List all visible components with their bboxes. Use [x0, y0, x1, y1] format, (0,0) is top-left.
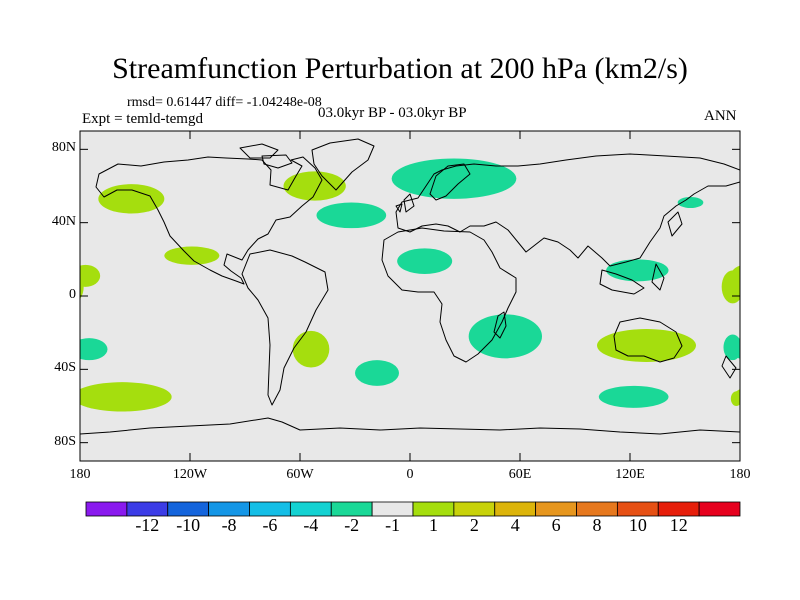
plot-title: Streamfunction Perturbation at 200 hPa (… — [112, 52, 688, 85]
lon-label: 180 — [729, 467, 751, 482]
anomaly-contour-14 — [0, 386, 9, 408]
colorbar-swatch — [412, 501, 455, 517]
anomaly-contour-17 — [721, 270, 740, 304]
anomaly-contour-12 — [732, 389, 740, 405]
colorbar-swatch — [494, 501, 537, 517]
colorbar-label: -8 — [221, 515, 237, 535]
experiment-label: Expt = temld-temgd — [82, 111, 203, 127]
coastline-japan — [667, 211, 683, 237]
anomaly-contour-18 — [723, 334, 740, 361]
coastline-australia — [613, 317, 683, 363]
anomaly-contour-2 — [164, 246, 220, 265]
anomaly-contour-14 — [598, 385, 669, 408]
lat-label: 80N — [51, 140, 76, 156]
coastlines — [80, 138, 740, 435]
colorbar-label: 2 — [469, 515, 479, 535]
axis-ticks — [79, 131, 741, 461]
colorbar-swatch — [698, 501, 741, 517]
anomaly-contour-7 — [397, 248, 453, 274]
lon-label: 60E — [508, 467, 532, 482]
coastline-new-zealand — [721, 355, 737, 379]
lat-label: 40N — [51, 213, 76, 229]
colorbar-label: -4 — [303, 515, 319, 535]
colorbar-swatch — [576, 501, 618, 517]
season-label: ANN — [704, 108, 737, 124]
colorbar-swatch — [249, 501, 291, 517]
coastline-madagascar — [493, 311, 507, 339]
coastline-southeast-asia — [599, 263, 665, 295]
lon-label: 180 — [69, 467, 91, 482]
stats-line: rmsd= 0.61447 diff= -1.04248e-08 — [127, 95, 322, 110]
coastline-europe-asia — [395, 153, 740, 267]
coastline-british-isles — [395, 193, 415, 213]
anomaly-contour-5 — [316, 202, 387, 229]
coastline-north-america — [95, 156, 323, 285]
anomaly-contour-1 — [98, 184, 165, 214]
lat-label: 0 — [69, 287, 76, 302]
anomaly-contour-12 — [80, 382, 172, 412]
lat-label: 40S — [54, 360, 76, 376]
colorbar-label: 10 — [628, 515, 647, 535]
anomaly-contour-16 — [18, 197, 44, 208]
anomaly-contour-11 — [355, 360, 399, 386]
colorbar-swatch — [535, 501, 577, 517]
lon-label: 0 — [406, 467, 414, 482]
anomaly-contour-8 — [468, 314, 542, 359]
anomaly-contour-1 — [758, 184, 800, 213]
colorbar-swatch — [208, 501, 250, 517]
colorbar-label: -10 — [176, 515, 201, 535]
lat-label: 80S — [54, 433, 76, 449]
colorbar-swatch — [453, 501, 496, 517]
anomaly-layer — [0, 158, 800, 412]
colorbar-label: -2 — [344, 515, 360, 535]
anomaly-contour-13 — [597, 329, 696, 362]
colorbar-swatch — [657, 501, 700, 517]
anomaly-contour-18 — [80, 339, 82, 356]
coastline-antarctica — [80, 417, 740, 435]
anomaly-contour-10 — [80, 338, 108, 361]
period-label: 03.0kyr BP - 03.0kyr BP — [318, 105, 467, 121]
colorbar — [85, 501, 741, 517]
colorbar-swatch — [289, 501, 332, 517]
coastline-south-america — [241, 249, 329, 406]
colorbar-label: 6 — [551, 515, 561, 535]
colorbar-label: -1 — [385, 515, 401, 535]
colorbar-label: 12 — [669, 515, 688, 535]
anomaly-contour-6 — [391, 158, 517, 199]
colorbar-swatch — [330, 501, 373, 517]
anomaly-contour-4 — [283, 171, 346, 201]
colorbar-label: 8 — [592, 515, 602, 535]
colorbar-label: -12 — [135, 515, 160, 535]
anomaly-contour-16 — [677, 197, 704, 208]
lon-label: 120W — [172, 467, 208, 482]
anomaly-contour-13 — [0, 329, 36, 362]
anomaly-contour-3 — [80, 264, 101, 287]
colorbar-swatch — [126, 501, 169, 517]
coastline-arctic-islands — [239, 143, 293, 169]
anomaly-contour-9 — [292, 330, 330, 368]
colorbar-label: 1 — [428, 515, 438, 535]
colorbar-swatch — [371, 501, 414, 517]
colorbar-swatch — [616, 501, 659, 517]
anomaly-contour-15 — [0, 259, 9, 281]
anomaly-contour-19 — [730, 391, 740, 406]
anomaly-contour-17 — [80, 274, 84, 300]
lon-label: 60W — [286, 467, 314, 482]
colorbar-label: 4 — [510, 515, 520, 535]
lon-label: 120E — [615, 467, 645, 482]
colorbar-swatch — [167, 501, 210, 517]
coastline-scandinavia — [429, 163, 471, 201]
coastline-africa — [381, 227, 517, 363]
colorbar-swatch — [85, 501, 128, 517]
colorbar-label: -6 — [262, 515, 278, 535]
coastline-greenland — [311, 138, 375, 191]
